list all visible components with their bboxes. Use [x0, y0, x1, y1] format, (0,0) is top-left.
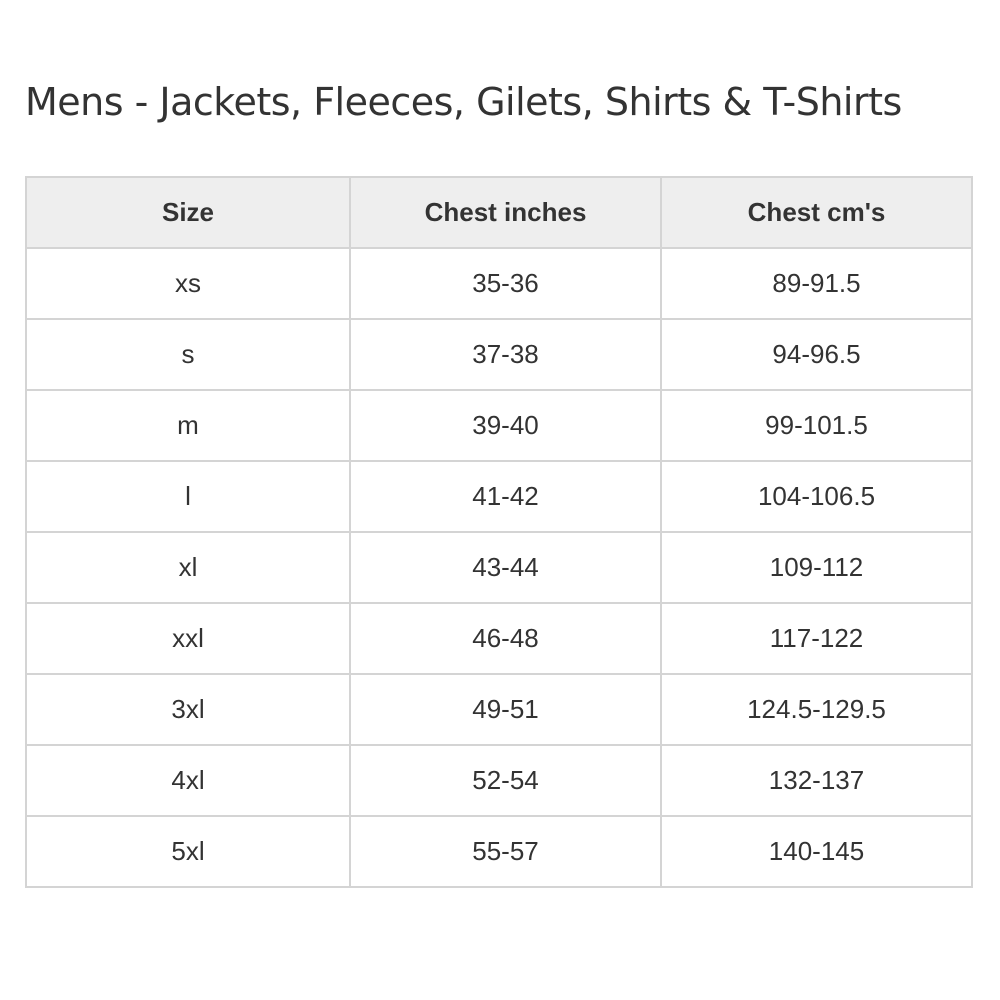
chest-inches-cell: 46-48	[349, 602, 662, 675]
size-cell: s	[25, 318, 351, 391]
table-row: s 37-38 94-96.5	[25, 318, 973, 391]
size-cell: xl	[25, 531, 351, 604]
chest-inches-cell: 37-38	[349, 318, 662, 391]
chest-cm-cell: 94-96.5	[660, 318, 973, 391]
header-chest-cm: Chest cm's	[660, 176, 973, 249]
size-cell: m	[25, 389, 351, 462]
chest-cm-cell: 89-91.5	[660, 247, 973, 320]
table-row: 3xl 49-51 124.5-129.5	[25, 673, 973, 746]
size-cell: 3xl	[25, 673, 351, 746]
chest-cm-cell: 117-122	[660, 602, 973, 675]
chest-cm-cell: 104-106.5	[660, 460, 973, 533]
page-title: Mens - Jackets, Fleeces, Gilets, Shirts …	[25, 80, 902, 124]
chest-cm-cell: 132-137	[660, 744, 973, 817]
header-size: Size	[25, 176, 351, 249]
chest-inches-cell: 41-42	[349, 460, 662, 533]
chest-cm-cell: 124.5-129.5	[660, 673, 973, 746]
chest-cm-cell: 99-101.5	[660, 389, 973, 462]
size-cell: 4xl	[25, 744, 351, 817]
table-row: l 41-42 104-106.5	[25, 460, 973, 533]
table-row: 5xl 55-57 140-145	[25, 815, 973, 888]
table-row: 4xl 52-54 132-137	[25, 744, 973, 817]
chest-inches-cell: 52-54	[349, 744, 662, 817]
chest-inches-cell: 49-51	[349, 673, 662, 746]
chest-inches-cell: 39-40	[349, 389, 662, 462]
size-cell: 5xl	[25, 815, 351, 888]
chest-inches-cell: 43-44	[349, 531, 662, 604]
table-row: xxl 46-48 117-122	[25, 602, 973, 675]
chest-cm-cell: 109-112	[660, 531, 973, 604]
size-chart-table: Size Chest inches Chest cm's xs 35-36 89-9…	[25, 176, 973, 888]
size-cell: l	[25, 460, 351, 533]
table-row: xs 35-36 89-91.5	[25, 247, 973, 320]
table-row: xl 43-44 109-112	[25, 531, 973, 604]
chest-cm-cell: 140-145	[660, 815, 973, 888]
chest-inches-cell: 35-36	[349, 247, 662, 320]
size-cell: xs	[25, 247, 351, 320]
size-cell: xxl	[25, 602, 351, 675]
table-header-row: Size Chest inches Chest cm's	[25, 176, 973, 249]
table-row: m 39-40 99-101.5	[25, 389, 973, 462]
chest-inches-cell: 55-57	[349, 815, 662, 888]
header-chest-inches: Chest inches	[349, 176, 662, 249]
